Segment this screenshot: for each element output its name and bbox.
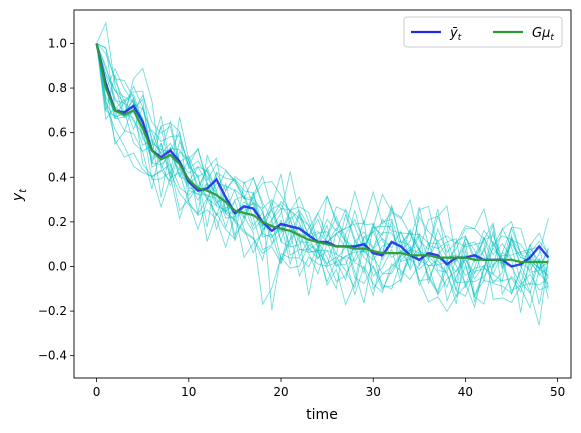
y-tick-label: 1.0 [48,36,67,50]
x-tick-label: 20 [273,385,288,399]
x-axis-label: time [306,407,338,423]
y-tick-label: 0.0 [48,259,67,273]
gmu-line [95,43,549,264]
sample-path [96,43,549,326]
x-tick-label: 10 [181,385,196,399]
sample-path [96,43,549,303]
sample-path [96,43,549,313]
x-ticks: 0 10 20 30 40 50 [93,378,565,399]
legend-label-gmu-sub: t [550,33,554,43]
sample-path [96,43,549,305]
sample-path [96,43,549,298]
y-tick-label: 0.4 [48,170,67,184]
legend-label-ybar-main: ȳ [449,26,458,41]
legend-box [403,16,563,48]
x-tick-label: 0 [93,385,101,399]
legend-label-ybar: ȳt [449,26,462,43]
y-axis-label: yt [10,188,29,202]
y-tick-label: −0.2 [38,304,67,318]
ybar-line [95,43,550,268]
sample-path [96,43,549,297]
x-tick-label: 40 [458,385,473,399]
plot-frame [73,9,572,379]
sample-path [96,43,549,295]
y-tick-label: 0.2 [48,215,67,229]
y-tick-label: −0.4 [38,349,67,363]
x-tick-label: 50 [550,385,565,399]
mean-lines [95,43,550,268]
y-tick-label: 0.8 [48,81,67,95]
x-tick-label: 30 [366,385,381,399]
sample-path [96,43,549,293]
y-ticks: −0.4 −0.2 0.0 0.2 0.4 0.6 0.8 1.0 [38,36,74,363]
sample-paths [96,21,549,326]
y-tick-label: 0.6 [48,126,67,140]
legend-label-gmu: Gμt [532,26,554,43]
y-axis-label-subscript: t [18,188,29,193]
legend-label-ybar-sub: t [458,33,462,43]
legend: ȳt Gμt [403,16,563,48]
legend-label-gmu-main: Gμ [532,26,550,41]
